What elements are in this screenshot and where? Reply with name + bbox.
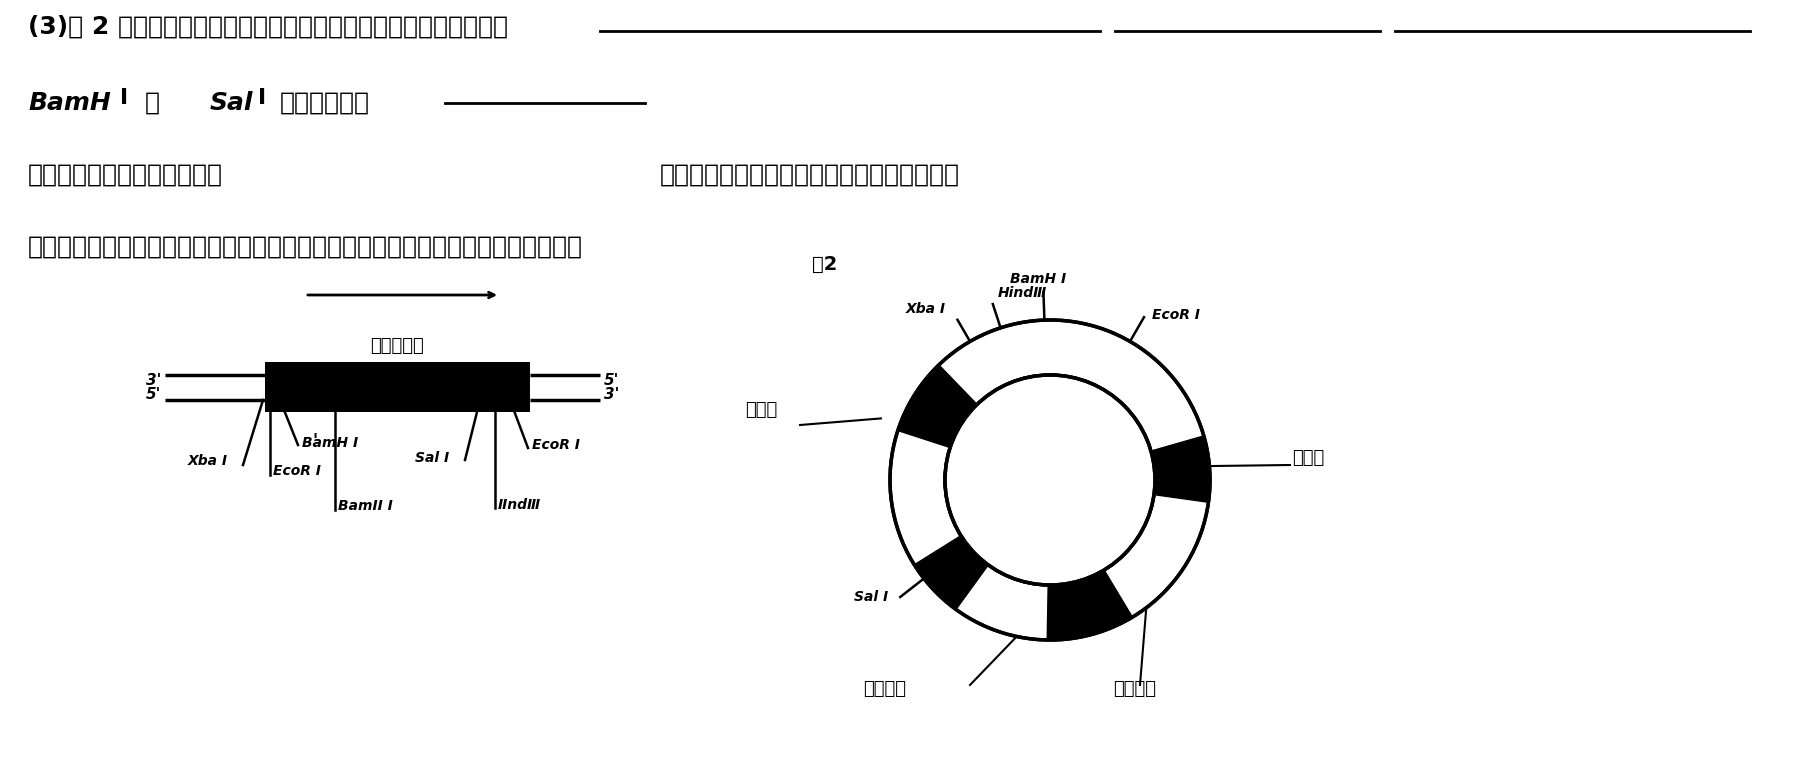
Text: 切割目的基因和载体．选用的两种酶中不包含: 切割目的基因和载体．选用的两种酶中不包含 [659, 163, 960, 187]
Text: ，原因分别为: ，原因分别为 [279, 91, 369, 115]
Text: 标记基因: 标记基因 [863, 680, 906, 698]
Text: Sal I: Sal I [854, 590, 888, 604]
Text: Sal: Sal [211, 91, 254, 115]
Text: 自动子: 自动子 [746, 401, 778, 419]
Text: BamII I: BamII I [339, 499, 393, 513]
Wedge shape [915, 536, 989, 610]
Text: EcoR I: EcoR I [1153, 308, 1199, 322]
Text: 的方向正确，最好选用限制酶: 的方向正确，最好选用限制酶 [29, 163, 223, 187]
Text: 胰岛素基因: 胰岛素基因 [371, 337, 423, 355]
Bar [265, 373, 529, 402]
Text: 图2: 图2 [812, 255, 837, 274]
Text: EcoR I: EcoR I [274, 464, 321, 478]
Text: (3)图 2 为目的基因、相关质粒及其上限制酶酶切位点的分布情况．: (3)图 2 为目的基因、相关质粒及其上限制酶酶切位点的分布情况． [29, 15, 508, 39]
Text: 复制原点: 复制原点 [1113, 680, 1156, 698]
Text: HindⅢ: HindⅢ [998, 286, 1046, 300]
Text: I: I [258, 88, 267, 108]
Wedge shape [1046, 570, 1133, 640]
Wedge shape [890, 320, 1210, 640]
Text: I: I [121, 88, 128, 108]
Text: BamH I: BamH I [1010, 272, 1066, 286]
Text: Sal I: Sal I [414, 451, 448, 465]
Text: 获取目的基因后．若要在成功构建重组表达载体的同时确保目的基因插入载体中: 获取目的基因后．若要在成功构建重组表达载体的同时确保目的基因插入载体中 [29, 235, 584, 259]
Text: BamH I: BamH I [303, 436, 358, 450]
Text: ': ' [312, 432, 317, 450]
Text: 终止子: 终止子 [1291, 449, 1324, 467]
Text: Xba I: Xba I [187, 454, 229, 468]
Text: EcoR I: EcoR I [531, 438, 580, 452]
Text: 3': 3' [146, 373, 160, 388]
Wedge shape [1151, 436, 1210, 503]
Text: 5': 5' [146, 387, 160, 402]
Wedge shape [899, 365, 978, 448]
Bar [265, 362, 529, 412]
Circle shape [946, 375, 1154, 585]
Text: 5': 5' [603, 373, 620, 388]
Text: 和: 和 [146, 91, 160, 115]
Text: Xba I: Xba I [906, 301, 946, 316]
Text: BamH: BamH [29, 91, 110, 115]
Text: 3': 3' [603, 387, 620, 402]
Text: IIndⅢ: IIndⅢ [499, 498, 540, 512]
